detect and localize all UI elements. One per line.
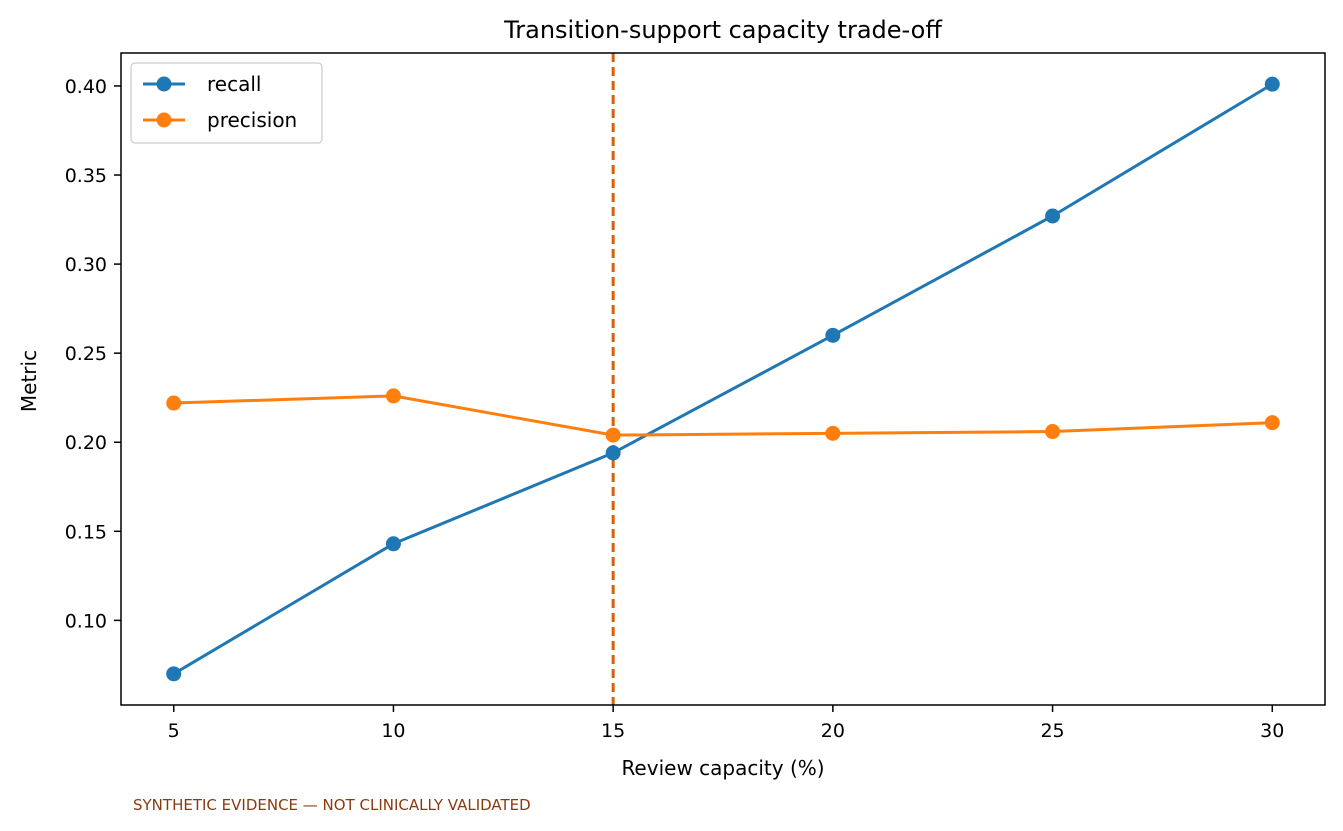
x-tick-label: 15: [601, 720, 625, 742]
data-point-recall: [1045, 208, 1061, 224]
x-tick-label: 5: [168, 720, 180, 742]
legend: recall precision: [130, 62, 323, 144]
y-tick-label: 0.20: [65, 432, 107, 454]
axes-frame: [120, 52, 1326, 706]
x-tick-label: 25: [1040, 720, 1064, 742]
data-point-precision: [166, 395, 182, 411]
legend-marker-precision: [156, 112, 172, 128]
data-point-recall: [166, 666, 182, 682]
y-tick-label: 0.15: [65, 521, 107, 543]
x-tick-label: 20: [821, 720, 845, 742]
legend-marker-recall: [156, 76, 172, 92]
data-point-precision: [1264, 415, 1280, 431]
data-point-recall: [385, 536, 401, 552]
x-tick-label: 10: [381, 720, 405, 742]
y-tick-label: 0.35: [65, 165, 107, 187]
series-line-precision: [173, 394, 1273, 437]
data-point-recall: [1264, 76, 1280, 92]
y-tick-label: 0.40: [65, 76, 107, 98]
legend-label-precision: precision: [207, 108, 297, 132]
x-tick-label: 30: [1260, 720, 1284, 742]
y-tick-label: 0.30: [65, 254, 107, 276]
legend-label-recall: recall: [207, 72, 261, 96]
footnote: SYNTHETIC EVIDENCE — NOT CLINICALLY VALI…: [133, 796, 531, 814]
data-point-precision: [605, 427, 621, 443]
series-line-recall: [172, 82, 1274, 676]
y-axis-label: Metric: [17, 350, 41, 412]
chart-title: Transition-support capacity trade-off: [503, 16, 942, 44]
data-point-recall: [605, 445, 621, 461]
y-tick-label: 0.10: [65, 610, 107, 632]
x-axis-label: Review capacity (%): [621, 756, 824, 780]
data-point-precision: [385, 388, 401, 404]
data-point-precision: [825, 425, 841, 441]
data-point-recall: [825, 327, 841, 343]
data-point-precision: [1045, 424, 1061, 440]
y-tick-label: 0.25: [65, 343, 107, 365]
plot-area: 5 10 15 20 25 30 0.10 0.15 0.20 0.25 0.30 0.35 0.40 r…: [65, 52, 1326, 742]
